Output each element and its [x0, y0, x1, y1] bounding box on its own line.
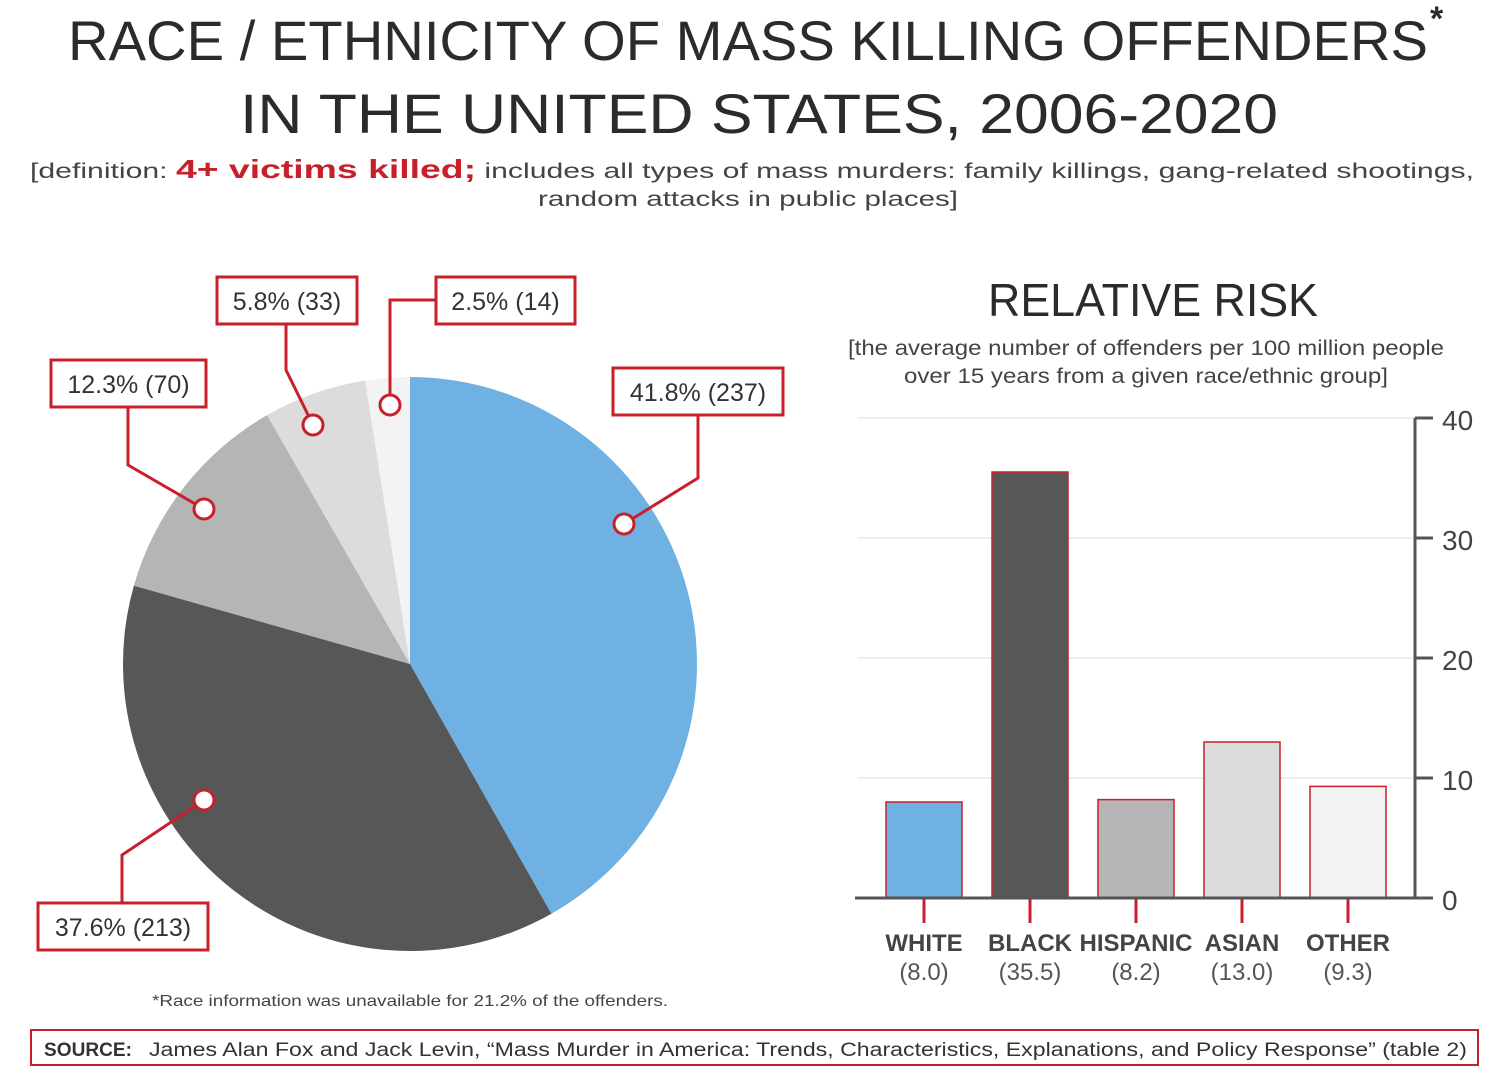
source-box	[30, 1029, 1479, 1066]
x-category-label: OTHER	[1306, 930, 1390, 957]
callout-box	[611, 366, 785, 417]
bar-value-label: (8.0)	[899, 959, 948, 986]
y-tick-label: 20	[1442, 645, 1473, 676]
callout-box	[49, 358, 208, 409]
pie-label: 37.6% (213)	[55, 914, 191, 942]
callout-asian: 5.8% (33)	[215, 275, 359, 437]
bar-black	[991, 471, 1069, 899]
pie-label: 2.5% (14)	[451, 288, 559, 316]
pie-callouts: 41.8% (237) 37.6% (213) 12.3% (70) 5.8% (33…	[36, 275, 785, 952]
y-tick-label: 10	[1442, 765, 1473, 796]
bar-value-label: (8.2)	[1111, 959, 1160, 986]
callout-dot	[192, 788, 216, 812]
pie-slice-hispanic	[133, 415, 410, 664]
bar-value-label: (35.5)	[999, 959, 1062, 986]
y-tick-label: 30	[1442, 525, 1473, 556]
bar-asian	[1203, 741, 1281, 899]
bar-hispanic	[1097, 798, 1175, 899]
pie-slice-white	[410, 377, 697, 914]
y-tick-label: 40	[1442, 405, 1473, 436]
x-category-label: BLACK	[988, 930, 1073, 957]
pie-slice-asian	[267, 380, 410, 664]
title-asterisk: *	[1430, 0, 1444, 38]
source-text: James Alan Fox and Jack Levin, “Mass Mur…	[149, 1040, 1467, 1061]
pie-slice-black	[122, 585, 552, 951]
subtitle-line-2: random attacks in public places]	[538, 188, 958, 211]
x-category-label: HISPANIC	[1080, 930, 1193, 957]
leader-line	[388, 298, 436, 405]
callout-box	[215, 275, 359, 326]
subtitle-line-1: [definition: 4+ victims killed; includes…	[30, 154, 1474, 184]
bar-value-label: (9.3)	[1323, 959, 1372, 986]
callout-white: 41.8% (237)	[611, 366, 785, 536]
source-label: SOURCE:	[44, 1040, 132, 1061]
subtitle-rest: includes all types of mass murders: fami…	[476, 160, 1474, 183]
callout-dot	[378, 393, 402, 417]
leader-line	[120, 798, 205, 903]
pie-label: 5.8% (33)	[233, 288, 341, 316]
y-tick-label: 0	[1442, 885, 1458, 916]
callout-dot	[301, 413, 325, 437]
pie-slice-other	[365, 377, 410, 664]
bar-value-label: (13.0)	[1211, 959, 1274, 986]
bar-other	[1309, 785, 1387, 899]
callout-box	[36, 901, 210, 952]
callout-hispanic: 12.3% (70)	[49, 358, 216, 521]
footnote: *Race information was unavailable for 21…	[152, 993, 668, 1010]
subtitle-highlight: 4+ victims killed;	[176, 154, 476, 184]
bar-chart-subtitle-2: over 15 years from a given race/ethnic g…	[904, 365, 1388, 388]
leader-line	[126, 407, 205, 511]
title-line-1: RACE / ETHNICITY OF MASS KILLING OFFENDE…	[68, 9, 1428, 72]
pie-label: 12.3% (70)	[67, 371, 189, 399]
callout-black: 37.6% (213)	[36, 788, 216, 952]
subtitle-prefix: [definition:	[30, 160, 176, 183]
leader-line	[284, 324, 315, 426]
callout-other: 2.5% (14)	[378, 275, 577, 417]
leader-line	[623, 415, 700, 526]
bar-white	[885, 801, 963, 899]
pie-label: 41.8% (237)	[630, 379, 766, 407]
x-category-label: ASIAN	[1205, 930, 1280, 957]
pie-chart	[122, 377, 697, 951]
x-category-label: WHITE	[885, 930, 962, 957]
callout-dot	[612, 512, 636, 536]
callout-box	[434, 275, 577, 326]
bar-chart-subtitle-1: [the average number of offenders per 100…	[848, 337, 1444, 360]
title-line-2: IN THE UNITED STATES, 2006-2020	[240, 82, 1278, 145]
bar-chart-title: RELATIVE RISK	[988, 274, 1318, 326]
bar-chart: 0 10 20 30 40 WHITE(8.0) BLACK(35.5) HISPANIC(8…	[855, 405, 1473, 986]
callout-dot	[192, 497, 216, 521]
